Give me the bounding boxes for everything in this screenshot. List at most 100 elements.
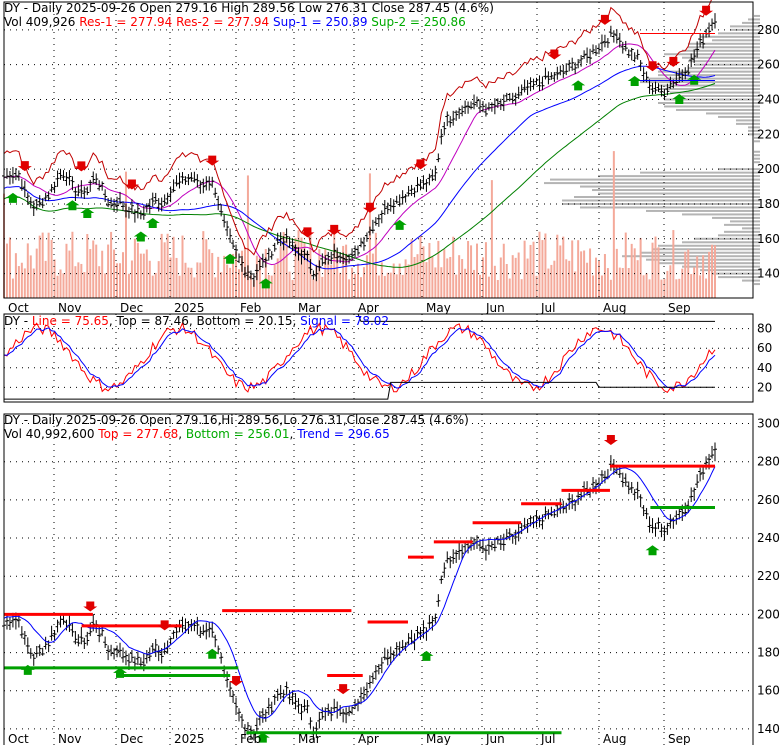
volume-bar	[422, 246, 425, 298]
volume-bar	[232, 253, 235, 298]
volume-profile-bar	[640, 171, 760, 174]
x-tick-label: Jun	[485, 732, 505, 745]
volume-bar	[487, 276, 490, 298]
volume-bar	[407, 264, 410, 298]
volume-bar	[398, 263, 401, 298]
volume-bar	[74, 266, 77, 298]
volume-bar	[478, 274, 481, 298]
x-tick-label: May	[426, 732, 451, 745]
volume-bar	[446, 258, 449, 298]
volume-bar	[556, 234, 559, 298]
sell-arrow	[300, 227, 315, 238]
volume-bar	[592, 275, 595, 298]
volume-bar	[190, 267, 193, 298]
volume-bar	[124, 171, 127, 298]
sell-arrow	[205, 155, 220, 166]
buy-arrow	[205, 648, 220, 659]
volume-profile-bar	[712, 216, 760, 219]
volume-bar	[431, 256, 434, 298]
x-tick-label: Apr	[358, 732, 379, 745]
volume-bar	[26, 243, 29, 298]
volume-bar	[136, 242, 139, 298]
volume-profile-bar	[658, 74, 760, 77]
volume-bar	[47, 232, 50, 298]
volume-bar	[419, 235, 422, 298]
volume-bar	[621, 267, 624, 298]
volume-bar	[496, 279, 499, 298]
volume-bar	[77, 262, 80, 298]
volume-bar	[657, 247, 660, 298]
volume-bar	[41, 232, 44, 298]
volume-bar	[202, 231, 205, 298]
header-run: Top = 277.68	[97, 427, 178, 441]
buy-arrow	[258, 278, 273, 289]
volume-profile-bar	[676, 108, 760, 111]
volume-bar	[624, 232, 627, 298]
volume-bar	[211, 252, 214, 298]
x-tick-label: Aug	[603, 301, 626, 315]
volume-bar	[44, 260, 47, 298]
volume-bar	[547, 268, 550, 298]
volume-bar	[648, 279, 651, 298]
volume-bar	[565, 259, 568, 298]
volume-profile-bar	[736, 119, 760, 122]
volume-profile-bar	[730, 220, 760, 223]
volume-bar	[80, 263, 83, 298]
volume-bar	[98, 266, 101, 298]
y-tick-label: 180	[757, 646, 780, 660]
volume-bar	[714, 245, 716, 298]
volume-bar	[160, 233, 163, 298]
volume-bar	[238, 269, 241, 298]
volume-bar	[416, 254, 419, 298]
volume-profile-bar	[718, 115, 760, 118]
volume-bar	[315, 264, 318, 298]
volume-bar	[660, 279, 663, 298]
volume-bar	[71, 231, 74, 298]
y-tick-label: 60	[757, 341, 772, 355]
volume-bar	[377, 275, 380, 298]
volume-bar	[669, 265, 672, 298]
volume-bar	[511, 255, 514, 298]
volume-bar	[175, 257, 178, 298]
volume-bar	[553, 260, 556, 298]
x-tick-label: Jul	[540, 301, 555, 315]
volume-bar	[154, 272, 157, 298]
volume-bar	[50, 239, 53, 298]
volume-bar	[205, 239, 208, 298]
volume-bar	[321, 276, 324, 298]
x-tick-label: Sep	[668, 301, 691, 315]
sell-arrow	[666, 56, 681, 67]
volume-bar	[410, 239, 413, 298]
volume-bar	[172, 236, 175, 298]
header-run: ,	[178, 427, 186, 441]
volume-bar	[461, 259, 464, 298]
panel3-title: DY - Daily 2025-09-26 Open 279.16,Hi 289…	[4, 413, 469, 427]
volume-bar	[681, 268, 684, 298]
volume-bar	[169, 257, 172, 298]
y-tick-label: 200	[757, 607, 780, 621]
volume-profile-bar	[598, 175, 760, 178]
x-tick-label: Dec	[120, 301, 143, 315]
volume-bar	[562, 236, 565, 298]
volume-profile-bar	[682, 213, 760, 216]
volume-bar	[104, 273, 107, 298]
x-tick-label: Apr	[358, 301, 379, 315]
volume-bar	[502, 243, 505, 298]
volume-bar	[612, 151, 615, 298]
volume-bar	[666, 270, 669, 298]
volume-profile-bar	[754, 161, 760, 164]
volume-bar	[520, 279, 523, 298]
volume-profile-bar	[646, 77, 760, 80]
volume-bar	[127, 273, 130, 298]
y-tick-label: 140	[757, 722, 780, 736]
volume-profile-bar	[754, 283, 760, 286]
buy-arrow	[65, 200, 80, 211]
volume-bar	[220, 272, 223, 298]
volume-profile-bar	[562, 199, 760, 202]
x-tick-label: Nov	[58, 732, 81, 745]
volume-bar	[672, 230, 675, 298]
volume-bar	[425, 262, 428, 298]
volume-bar	[705, 278, 708, 298]
volume-bar	[541, 240, 544, 298]
volume-bar	[508, 278, 511, 298]
